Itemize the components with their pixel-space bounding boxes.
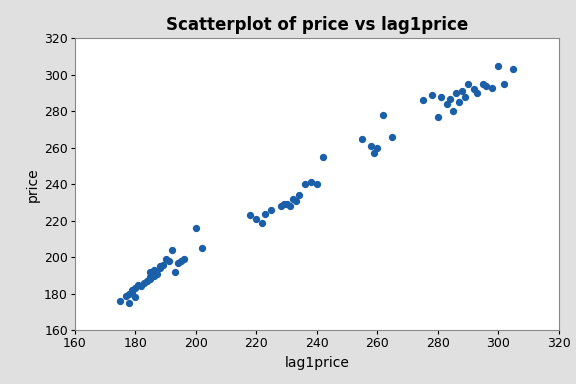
Point	[155, 263, 164, 270]
Point	[457, 88, 467, 94]
Point	[445, 96, 454, 102]
Point	[149, 267, 158, 273]
X-axis label: lag1price: lag1price	[285, 356, 349, 370]
Point	[122, 293, 131, 299]
Point	[140, 280, 149, 286]
Point	[294, 192, 304, 198]
Point	[367, 143, 376, 149]
Point	[306, 179, 316, 185]
Y-axis label: price: price	[26, 167, 40, 202]
Point	[291, 198, 300, 204]
Point	[124, 291, 134, 297]
Point	[442, 101, 452, 107]
Point	[472, 90, 482, 96]
Point	[164, 258, 173, 264]
Point	[124, 300, 134, 306]
Point	[464, 81, 473, 87]
Point	[167, 247, 176, 253]
Point	[134, 281, 143, 288]
Point	[131, 285, 140, 291]
Point	[146, 269, 155, 275]
Point	[370, 150, 379, 156]
Point	[131, 295, 140, 301]
Point	[179, 256, 188, 262]
Point	[191, 225, 200, 231]
Point	[482, 83, 491, 89]
Title: Scatterplot of price vs lag1price: Scatterplot of price vs lag1price	[166, 16, 468, 34]
Point	[500, 81, 509, 87]
Point	[418, 97, 427, 103]
Point	[469, 86, 479, 93]
Point	[170, 269, 179, 275]
Point	[279, 201, 288, 207]
Point	[261, 210, 270, 217]
Point	[161, 256, 170, 262]
Point	[312, 181, 321, 187]
Point	[448, 108, 457, 114]
Point	[197, 245, 207, 251]
Point	[246, 212, 255, 218]
Point	[173, 260, 183, 266]
Point	[379, 112, 388, 118]
Point	[388, 134, 397, 140]
Point	[267, 207, 276, 213]
Point	[158, 262, 167, 268]
Point	[358, 136, 367, 142]
Point	[373, 145, 382, 151]
Point	[149, 273, 158, 279]
Point	[319, 154, 328, 160]
Point	[300, 181, 309, 187]
Point	[176, 258, 185, 264]
Point	[436, 94, 445, 100]
Point	[137, 283, 146, 290]
Point	[285, 203, 294, 209]
Point	[128, 289, 137, 295]
Point	[494, 63, 503, 69]
Point	[128, 287, 137, 293]
Point	[276, 203, 285, 209]
Point	[454, 99, 464, 105]
Point	[460, 94, 469, 100]
Point	[116, 298, 125, 304]
Point	[143, 278, 152, 284]
Point	[152, 271, 161, 277]
Point	[488, 84, 497, 91]
Point	[288, 196, 297, 202]
Point	[258, 220, 267, 226]
Point	[427, 92, 437, 98]
Point	[146, 274, 155, 280]
Point	[252, 216, 261, 222]
Point	[146, 276, 155, 282]
Point	[433, 114, 442, 120]
Point	[452, 90, 461, 96]
Point	[155, 265, 164, 271]
Point	[282, 201, 291, 207]
Point	[509, 66, 518, 73]
Point	[479, 81, 488, 87]
